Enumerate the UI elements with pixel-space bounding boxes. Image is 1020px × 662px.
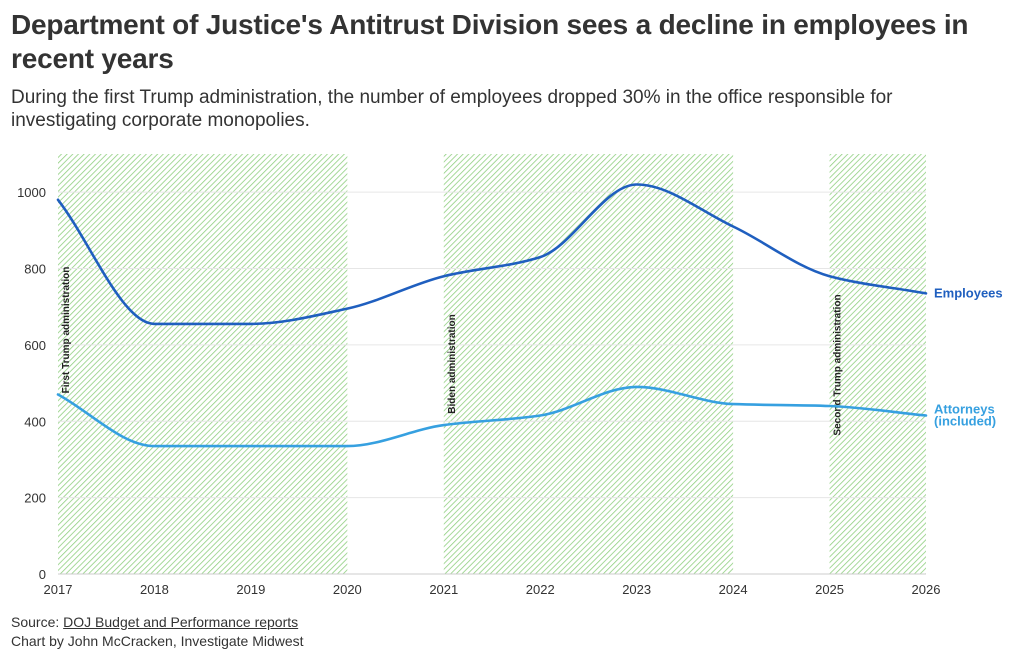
y-tick-label-400: 400 [24,414,46,429]
x-axis: 2017 2018 2019 2020 2021 2022 2023 2024 2025 2026 [44,582,941,597]
y-axis: 0 200 400 600 800 1000 [17,185,46,582]
shade-first-trump-administration [58,154,348,574]
chart-subtitle: During the first Trump administration, t… [11,87,893,131]
x-tick-label-2023: 2023 [622,582,651,597]
series-label-attorneys-included: Attorneys (included) [934,402,996,429]
period-label-first-trump-administration: First Trump administration [61,267,72,394]
shade-biden-administration [443,154,734,574]
x-tick-label-2018: 2018 [140,582,169,597]
series-line-employees [56,183,928,326]
x-tick-label-2025: 2025 [815,582,844,597]
x-tick-label-2022: 2022 [526,582,555,597]
shaded-periods [58,154,926,574]
x-tick-label-2024: 2024 [719,582,748,597]
y-tick-label-200: 200 [24,491,46,506]
credit-line: Chart by John McCracken, Investigate Mid… [11,633,304,649]
x-tick-label-2021: 2021 [429,582,458,597]
y-tick-label-800: 800 [24,262,46,277]
series-lines [56,183,928,448]
period-labels: First Trump administration Biden administ… [61,267,844,436]
y-tick-label-0: 0 [39,567,46,582]
x-tick-label-2026: 2026 [912,582,941,597]
period-label-second-trump-administration: Second Trump administration [833,294,844,435]
period-label-biden-administration: Biden administration [447,314,458,413]
y-tick-label-600: 600 [24,338,46,353]
series-line-attorneys-included [56,385,928,448]
x-tick-label-2017: 2017 [44,582,73,597]
y-tick-label-1000: 1000 [17,185,46,200]
chart-title: Department of Justice's Antitrust Divisi… [11,9,969,74]
chart-footer: Source: DOJ Budget and Performance repor… [11,613,304,651]
x-tick-label-2020: 2020 [333,582,362,597]
x-tick-label-2019: 2019 [236,582,265,597]
source-prefix: Source: [11,614,64,630]
series-labels: Employees Attorneys (included) [934,285,1003,428]
series-label-employees: Employees [934,285,1003,300]
source-link[interactable]: DOJ Budget and Performance reports [63,614,299,630]
shade-second-trump-administration [829,154,926,574]
source-line: Source: DOJ Budget and Performance repor… [11,613,304,632]
